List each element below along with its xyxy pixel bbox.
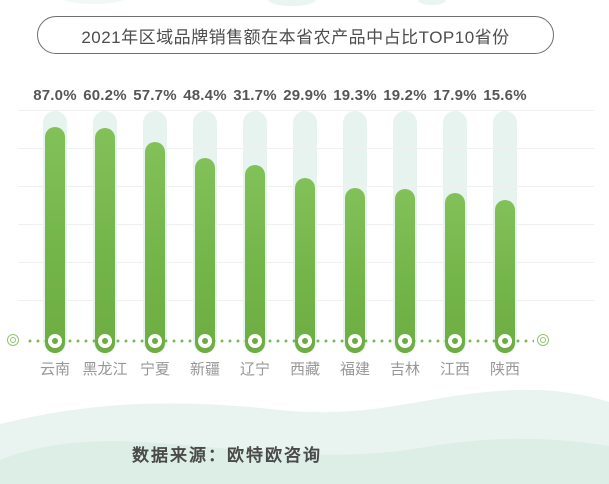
chart-title-box: 2021年区域品牌销售额在本省农产品中占比TOP10省份 — [37, 16, 554, 54]
data-source: 数据来源：欧特欧咨询 — [132, 446, 322, 465]
category-label: 福建 — [339, 361, 370, 378]
category-label: 新疆 — [189, 361, 220, 378]
value-label: 87.0% — [33, 87, 77, 104]
bar — [45, 127, 65, 353]
value-label: 57.7% — [133, 87, 177, 104]
value-label: 60.2% — [83, 87, 127, 104]
bar-marker-dot-icon — [148, 334, 162, 348]
bar — [245, 165, 265, 353]
axis-end-ring-right-icon — [537, 334, 549, 346]
baseline-dotted-line — [26, 339, 534, 343]
value-label: 19.3% — [333, 87, 377, 104]
category-label: 江西 — [439, 361, 470, 378]
gridline — [18, 110, 594, 111]
bar — [445, 193, 465, 353]
wave-shape-mid — [0, 438, 609, 484]
category-label: 宁夏 — [139, 361, 170, 378]
bar — [195, 158, 215, 353]
bar-chart: 87.0% 云南 60.2% 黑龙江 57.7% 宁夏 48.4% 新疆 31.7% 辽宁 29.9… — [0, 0, 609, 400]
bar — [95, 128, 115, 353]
category-label: 云南 — [39, 361, 70, 378]
bar-marker-dot-icon — [448, 334, 462, 348]
bar — [395, 189, 415, 353]
decor-blob-icon — [418, 0, 446, 5]
category-label: 吉林 — [389, 361, 420, 378]
bar-marker-dot-icon — [498, 334, 512, 348]
bar-marker-dot-icon — [398, 334, 412, 348]
category-label: 辽宁 — [239, 361, 270, 378]
category-label: 西藏 — [289, 361, 320, 378]
value-label: 19.2% — [383, 87, 427, 104]
bar-marker-dot-icon — [298, 334, 312, 348]
value-label: 31.7% — [233, 87, 277, 104]
value-label: 48.4% — [183, 87, 227, 104]
category-label: 陕西 — [489, 361, 520, 378]
decor-blob-icon — [62, 0, 126, 4]
value-label: 15.6% — [483, 87, 527, 104]
bar-marker-dot-icon — [348, 334, 362, 348]
footer-wave-decoration — [0, 389, 609, 484]
chart-title: 2021年区域品牌销售额在本省农产品中占比TOP10省份 — [81, 27, 510, 47]
decor-blob-icon — [268, 0, 316, 6]
value-label: 17.9% — [433, 87, 477, 104]
bar — [495, 200, 515, 353]
bar — [145, 142, 165, 353]
bar-marker-dot-icon — [248, 334, 262, 348]
axis-end-ring-left-icon — [7, 334, 19, 346]
bar — [345, 188, 365, 353]
bar-marker-dot-icon — [48, 334, 62, 348]
value-label: 29.9% — [283, 87, 327, 104]
gridline — [18, 148, 594, 149]
bar-marker-dot-icon — [98, 334, 112, 348]
bar — [295, 178, 315, 353]
bar-marker-dot-icon — [198, 334, 212, 348]
category-label: 黑龙江 — [82, 361, 128, 378]
